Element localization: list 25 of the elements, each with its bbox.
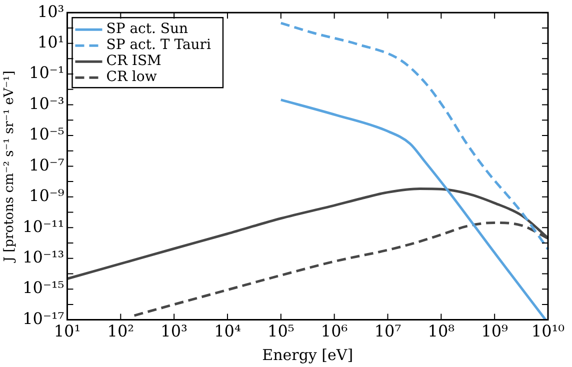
x-tick-label: 10⁴ [214,322,241,341]
x-tick-label: 10⁹ [481,322,509,341]
y-tick-label: 10⁻¹³ [22,248,64,267]
x-tick-label: 10² [107,322,134,341]
x-tick-label: 10⁶ [320,322,348,341]
y-tick-label: 10⁻³ [29,94,64,113]
y-tick-label: 10⁻⁹ [29,186,65,206]
x-tick-label: 10⁸ [428,322,455,341]
x-tick-label: 10¹⁰ [531,322,565,341]
y-tick-label: 10⁻¹ [29,63,64,82]
x-axis-title: Energy [eV] [262,346,354,364]
y-tick-label: 10¹ [37,32,64,52]
y-axis-title: J [protons cm⁻² s⁻¹ sr⁻¹ eV⁻¹] [2,70,18,264]
y-tick-label: 10⁻¹⁵ [22,278,64,298]
legend-label: SP act. Sun [106,21,188,38]
y-tick-label: 10⁻⁷ [29,155,64,174]
y-tick-label: 10⁻¹¹ [22,216,64,236]
x-tick-label: 10⁷ [374,322,402,341]
legend-label: CR ISM [106,53,162,70]
y-tick-label: 10⁻⁵ [29,124,64,144]
legend-label: SP act. T Tauri [106,37,212,54]
x-tick-label: 10⁵ [268,322,294,341]
y-tick-label: 10³ [37,2,64,21]
x-tick-label: 10³ [160,322,188,341]
legend-label: CR low [106,69,157,86]
